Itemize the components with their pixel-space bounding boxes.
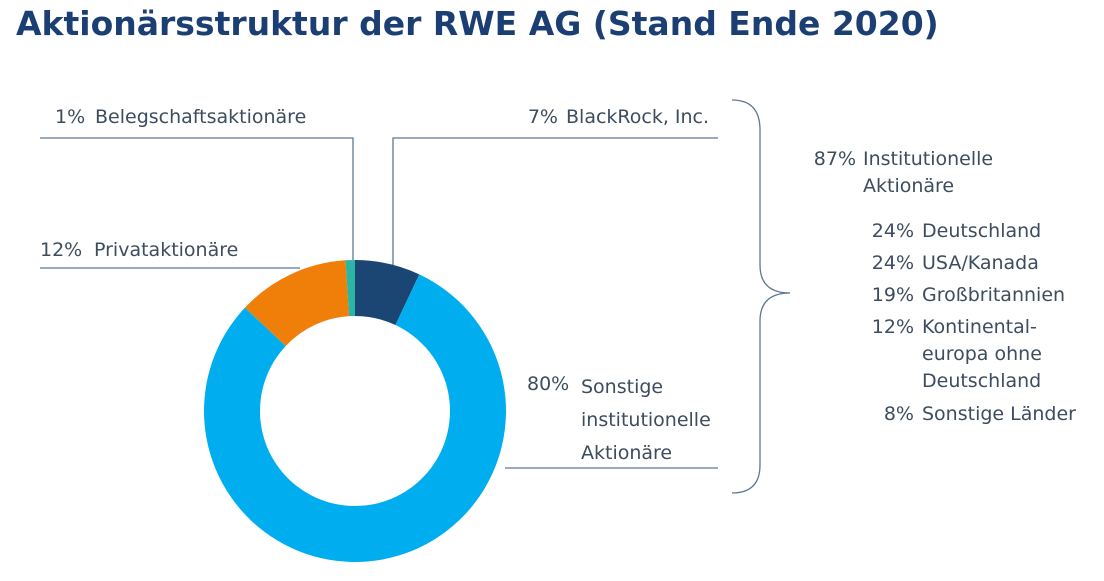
breakdown-item-label: Großbritannien bbox=[922, 284, 1066, 306]
value-label: 80% bbox=[527, 373, 570, 395]
value-label: 7% bbox=[527, 106, 558, 128]
breakdown-item-share: 24% bbox=[871, 220, 914, 242]
donut-slice bbox=[203, 274, 507, 562]
leader-line bbox=[392, 137, 718, 266]
breakdown-item-share: 12% bbox=[871, 316, 914, 338]
chart-title: Aktionärsstruktur der RWE AG (Stand Ende… bbox=[16, 4, 939, 43]
breakdown-item-share: 8% bbox=[883, 403, 914, 425]
leader-lines bbox=[40, 99, 791, 494]
value-label: 12% bbox=[40, 239, 83, 261]
category-label: Belegschaftsaktionäre bbox=[95, 106, 307, 128]
brace bbox=[731, 99, 791, 494]
value-label: 1% bbox=[55, 106, 86, 128]
breakdown-item-label: Deutschland bbox=[922, 220, 1042, 242]
donut-slice bbox=[345, 260, 355, 317]
category-label: Privataktionäre bbox=[94, 239, 239, 261]
breakdown-item-label: Kontinental- europa ohne Deutschland bbox=[922, 316, 1042, 392]
breakdown-share: 87% bbox=[813, 148, 856, 170]
breakdown-item-share: 19% bbox=[871, 284, 914, 306]
donut-slice bbox=[355, 260, 420, 326]
breakdown-item-share: 24% bbox=[871, 252, 914, 274]
breakdown-item-label: Sonstige Länder bbox=[922, 403, 1076, 425]
category-label: BlackRock, Inc. bbox=[566, 106, 710, 128]
breakdown-label: Institutionelle Aktionäre bbox=[863, 148, 994, 197]
category-label: Sonstige institutionelle Aktionäre bbox=[581, 376, 711, 464]
donut-slice bbox=[244, 260, 350, 346]
leader-line bbox=[40, 137, 354, 260]
breakdown-item-label: USA/Kanada bbox=[922, 252, 1039, 274]
